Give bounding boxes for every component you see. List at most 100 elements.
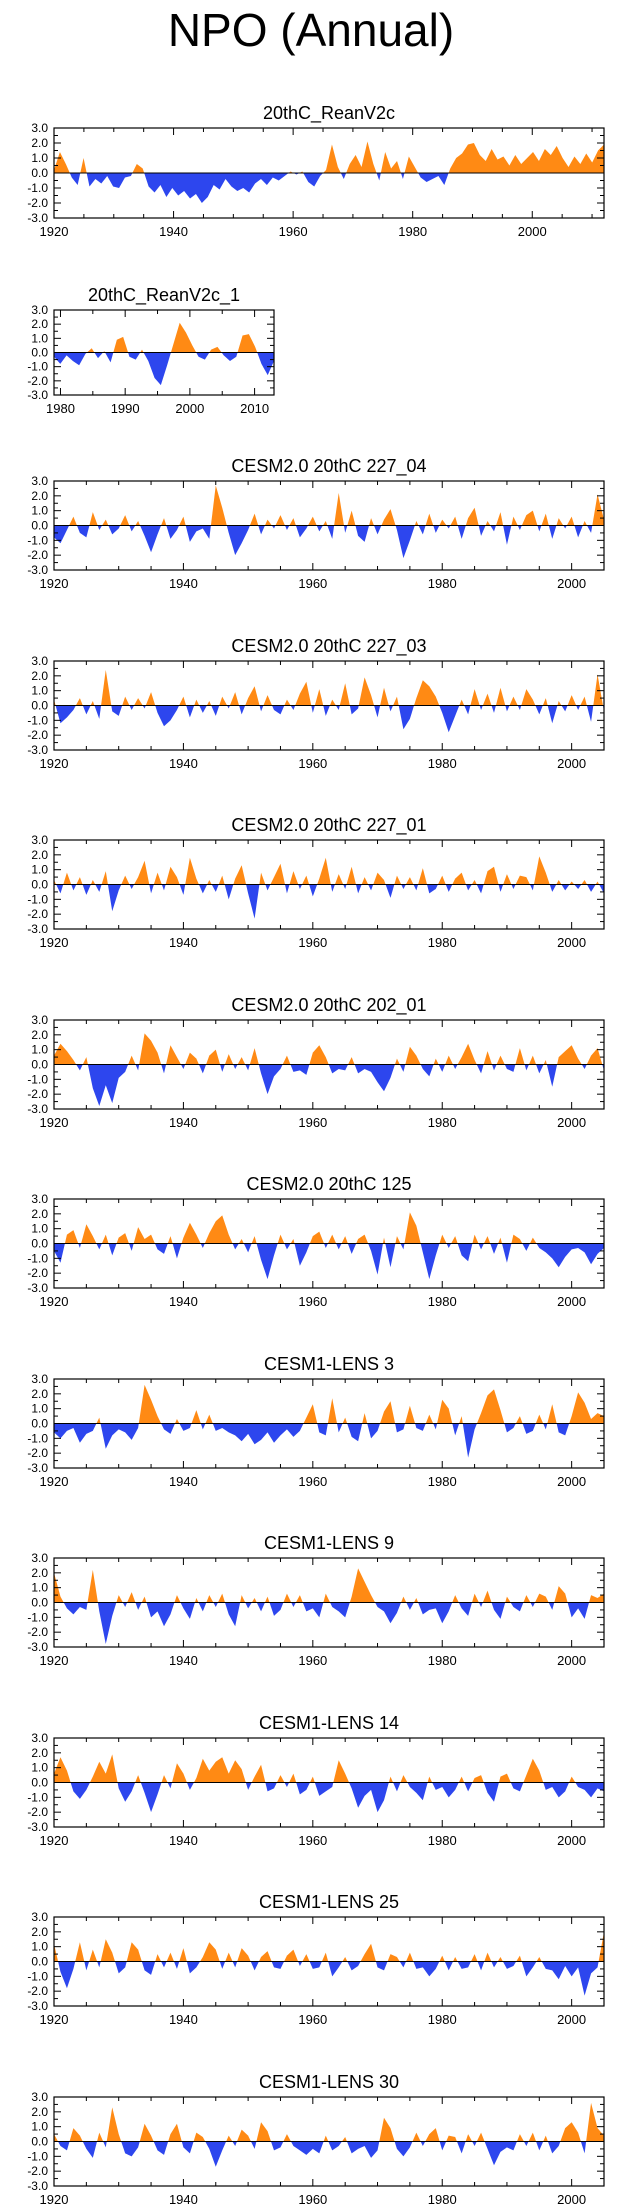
x-tick-label: 1980 bbox=[428, 935, 457, 950]
positive-area-6 bbox=[139, 1033, 162, 1065]
positive-area-11 bbox=[303, 1404, 318, 1424]
negative-area-3 bbox=[71, 884, 77, 891]
negative-area-3 bbox=[117, 1782, 136, 1802]
y-tick-label: 1.0 bbox=[31, 504, 48, 518]
y-tick-label: -1.0 bbox=[27, 181, 48, 195]
negative-area-33 bbox=[375, 1961, 388, 1971]
negative-area-25 bbox=[346, 2141, 380, 2158]
y-tick-label: -2.0 bbox=[27, 2164, 48, 2178]
negative-area-13 bbox=[155, 705, 180, 727]
x-tick-label: 2000 bbox=[557, 576, 586, 591]
positive-area-58 bbox=[503, 874, 512, 885]
negative-area-16 bbox=[347, 1423, 363, 1442]
negative-area-15 bbox=[232, 2141, 237, 2146]
negative-area-6 bbox=[108, 1243, 117, 1256]
y-tick-label: 1.0 bbox=[31, 1222, 48, 1236]
negative-area-33 bbox=[510, 1782, 524, 1792]
positive-area-19 bbox=[264, 519, 272, 526]
y-tick-label: -2.0 bbox=[27, 1984, 48, 1998]
positive-area-20 bbox=[333, 1760, 350, 1783]
positive-area-14 bbox=[179, 1948, 187, 1962]
negative-area-30 bbox=[343, 525, 348, 533]
positive-area-10 bbox=[174, 1595, 181, 1603]
positive-area-41 bbox=[439, 519, 447, 526]
negative-area-7 bbox=[161, 1064, 167, 1074]
panel-title: CESM1-LENS 3 bbox=[264, 1354, 394, 1374]
positive-area-57 bbox=[556, 518, 564, 526]
negative-area-21 bbox=[290, 1064, 310, 1075]
positive-area-23 bbox=[289, 518, 296, 526]
negative-area-22 bbox=[285, 525, 290, 530]
negative-area-29 bbox=[328, 1961, 343, 1977]
negative-area-1 bbox=[69, 173, 81, 185]
positive-area-30 bbox=[349, 1568, 376, 1603]
y-tick-label: -1.0 bbox=[27, 1969, 48, 1983]
positive-area-26 bbox=[263, 695, 273, 706]
negative-area-7 bbox=[115, 1961, 127, 1974]
negative-area-1 bbox=[56, 884, 64, 894]
negative-area-41 bbox=[524, 1064, 529, 1071]
positive-area-46 bbox=[586, 2102, 604, 2142]
negative-area-32 bbox=[368, 1243, 383, 1275]
y-tick-label: 2.0 bbox=[31, 848, 48, 862]
panel-cesm2-0-20thc-227-03: CESM2.0 20thC 227_03 3.02.01.00.0-1.0-2.0… bbox=[27, 636, 605, 771]
y-tick-label: 1.0 bbox=[31, 1043, 48, 1057]
positive-area-49 bbox=[495, 512, 504, 526]
positive-area-20 bbox=[251, 1598, 257, 1603]
positive-area-42 bbox=[505, 1596, 511, 1603]
positive-area-36 bbox=[452, 1595, 459, 1603]
positive-area-4 bbox=[76, 877, 83, 885]
positive-area-8 bbox=[141, 1596, 147, 1603]
positive-area-30 bbox=[425, 2128, 440, 2142]
negative-area-21 bbox=[227, 705, 230, 709]
positive-area-50 bbox=[589, 1593, 604, 1603]
positive-area-63 bbox=[592, 494, 604, 526]
y-tick-label: -3.0 bbox=[27, 1461, 48, 1475]
y-tick-label: 2.0 bbox=[31, 2105, 48, 2119]
negative-area-14 bbox=[185, 525, 211, 542]
y-tick-label: -2.0 bbox=[27, 1805, 48, 1819]
positive-area-34 bbox=[387, 1954, 400, 1962]
negative-area-0 bbox=[54, 1423, 97, 1443]
panel-cesm1-lens-9: CESM1-LENS 9 3.02.01.00.0-1.0-2.0-3.01920… bbox=[27, 1533, 605, 1668]
y-tick-label: 1.0 bbox=[31, 331, 48, 345]
y-tick-label: -1.0 bbox=[27, 1251, 48, 1265]
negative-area-1 bbox=[76, 1064, 83, 1071]
negative-area-7 bbox=[111, 705, 123, 716]
negative-area-23 bbox=[393, 1782, 401, 1792]
panel-20thc-reanv2c-1: 20thC_ReanV2c_13.02.01.00.0-1.0-2.0-3.01… bbox=[27, 285, 275, 416]
negative-area-55 bbox=[517, 705, 522, 710]
negative-area-13 bbox=[174, 1961, 180, 1969]
negative-area-37 bbox=[458, 1602, 472, 1616]
positive-area-37 bbox=[569, 1392, 604, 1424]
positive-area-32 bbox=[445, 1055, 454, 1065]
negative-area-49 bbox=[521, 1961, 537, 1977]
y-tick-label: -1.0 bbox=[27, 1790, 48, 1804]
negative-area-57 bbox=[498, 884, 504, 892]
negative-area-2 bbox=[94, 352, 104, 359]
negative-area-49 bbox=[479, 705, 483, 710]
positive-area-52 bbox=[495, 687, 506, 706]
negative-area-58 bbox=[563, 525, 567, 529]
positive-area-37 bbox=[414, 521, 419, 526]
positive-area-20 bbox=[283, 2134, 291, 2142]
negative-area-59 bbox=[547, 705, 558, 724]
positive-area-13 bbox=[179, 516, 186, 526]
positive-area-25 bbox=[437, 1399, 453, 1424]
negative-area-21 bbox=[256, 1602, 265, 1612]
negative-area-45 bbox=[401, 884, 406, 889]
panel-title: CESM2.0 20thC 125 bbox=[246, 1174, 411, 1194]
positive-area-9 bbox=[170, 322, 197, 353]
y-tick-label: 3.0 bbox=[31, 121, 48, 135]
negative-area-47 bbox=[581, 1064, 587, 1069]
positive-area-42 bbox=[393, 696, 399, 706]
positive-area-10 bbox=[185, 1052, 199, 1065]
positive-area-26 bbox=[394, 1058, 400, 1065]
negative-area-35 bbox=[476, 1064, 484, 1074]
x-tick-label: 1940 bbox=[169, 2012, 198, 2027]
negative-area-4 bbox=[161, 1423, 175, 1434]
positive-area-30 bbox=[295, 681, 312, 706]
negative-area-39 bbox=[374, 705, 381, 718]
x-tick-label: 2000 bbox=[557, 1833, 586, 1848]
y-tick-label: -1.0 bbox=[27, 1431, 48, 1445]
